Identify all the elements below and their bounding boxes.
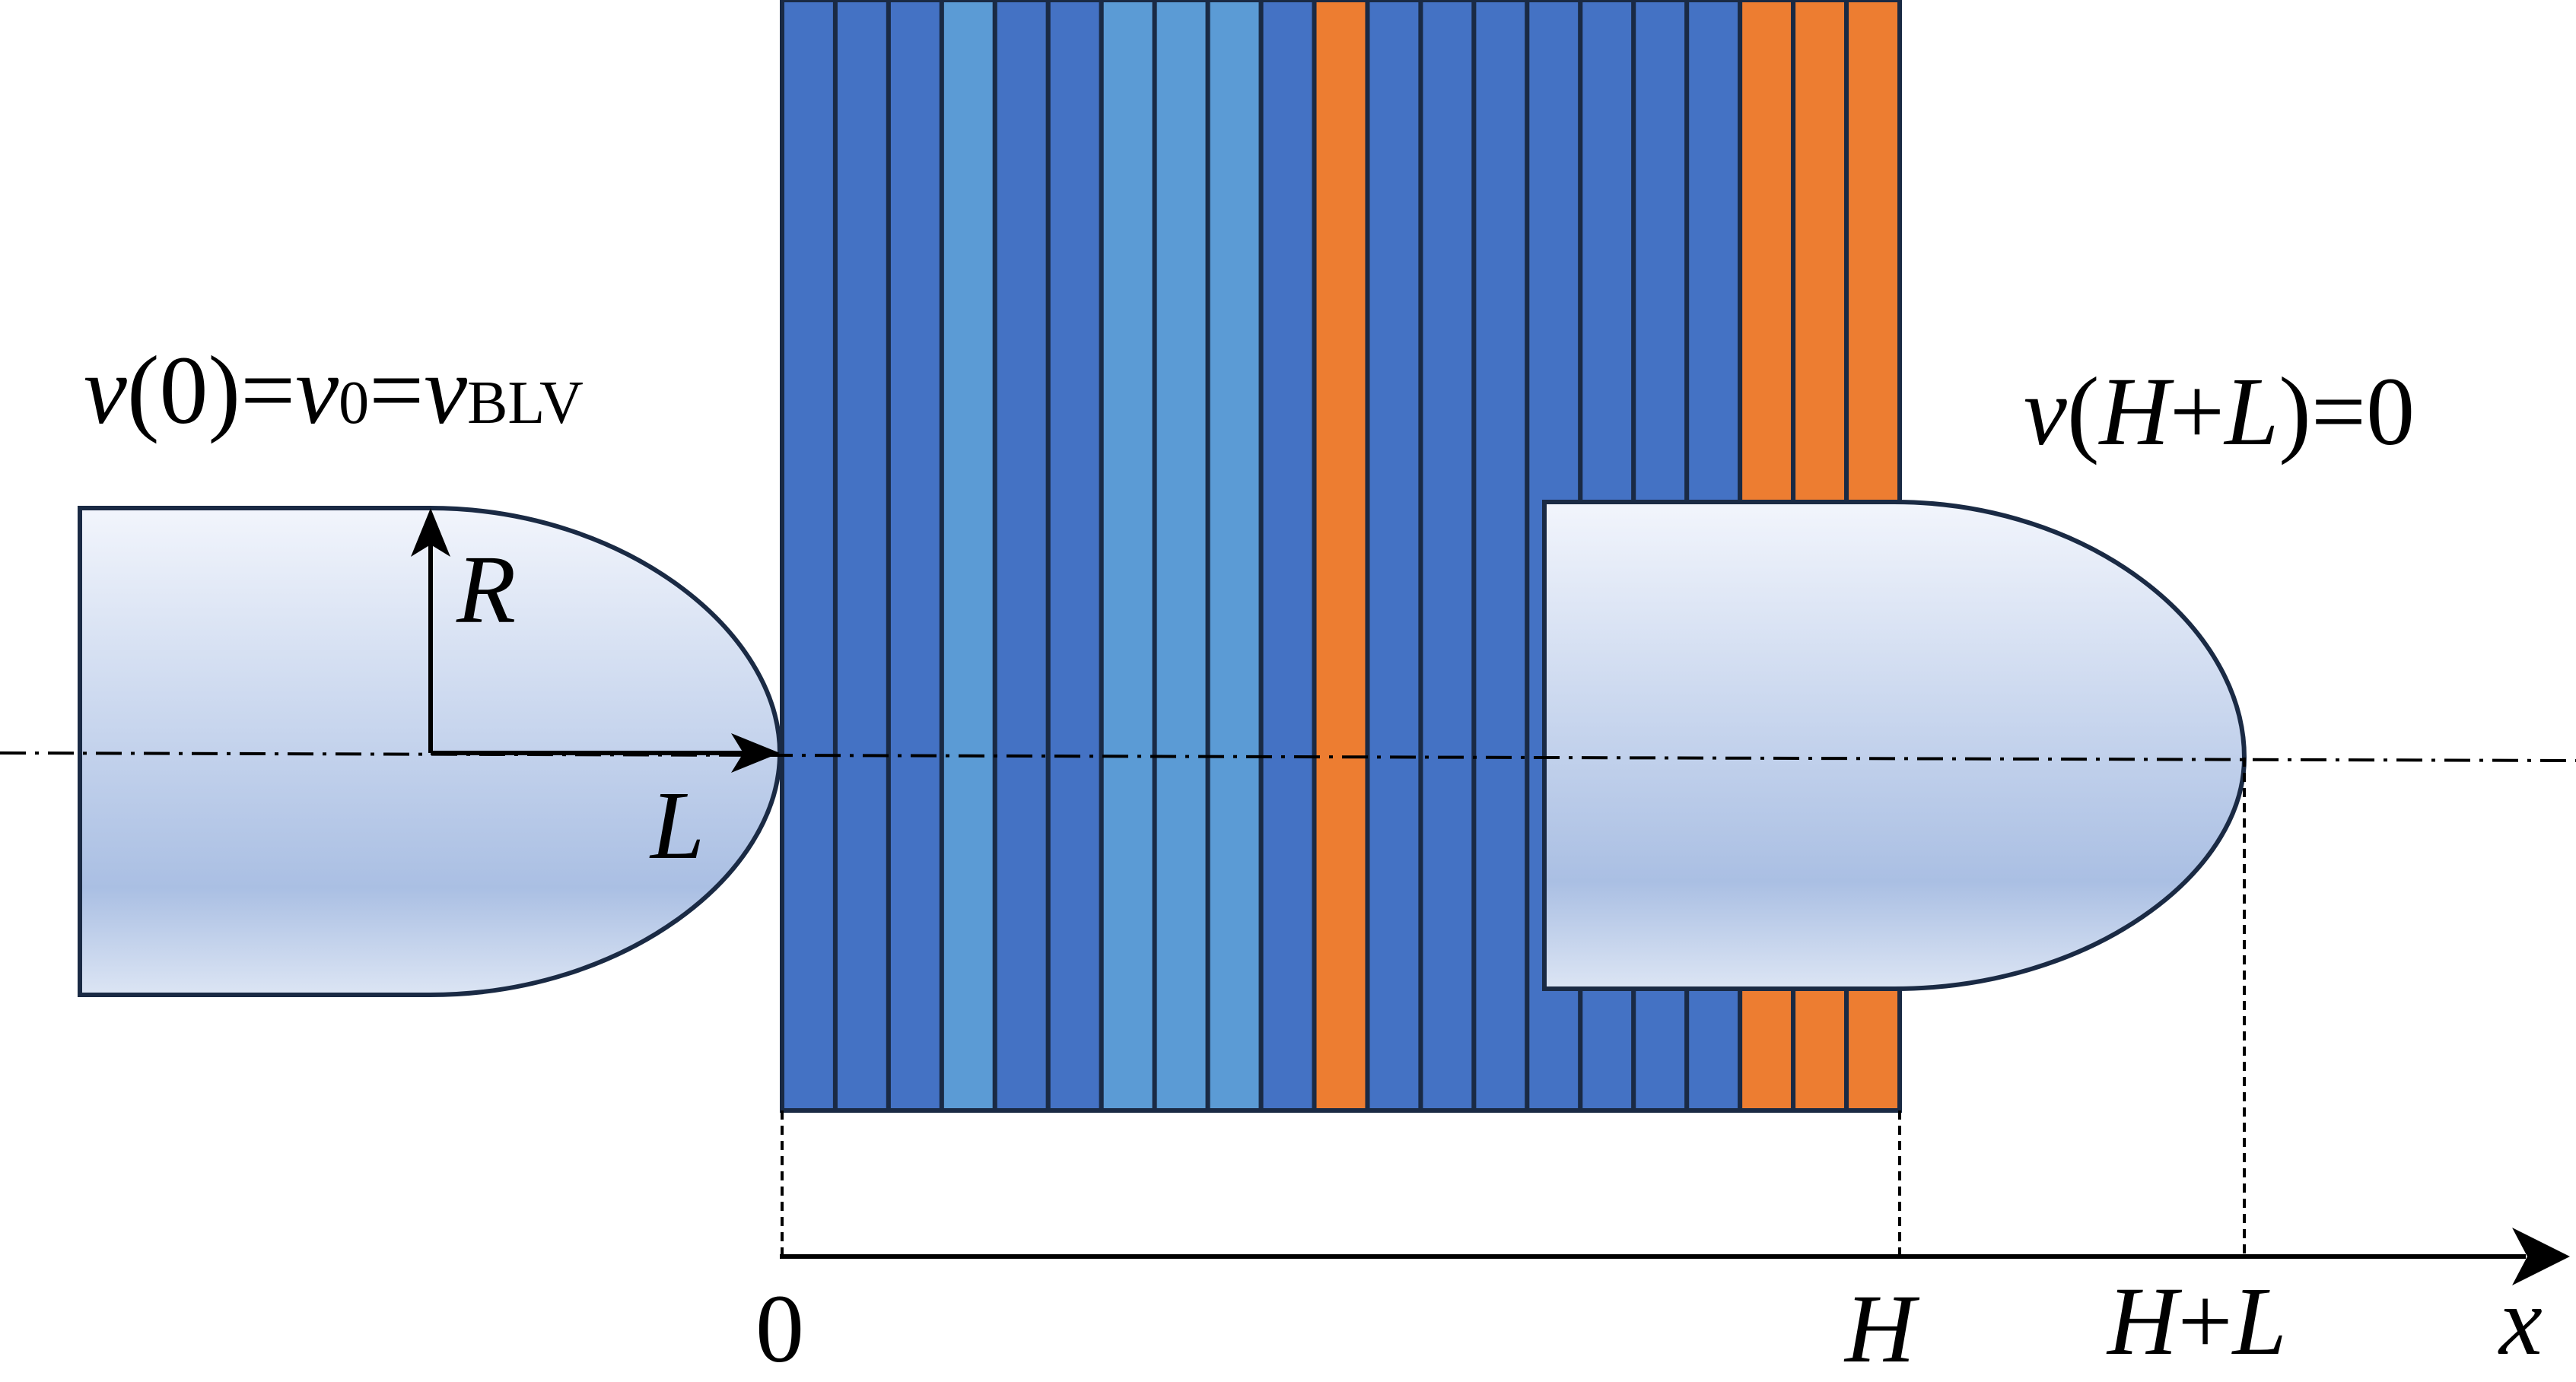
target-layer-dark [1471, 0, 1530, 1113]
left-boundary-condition: v(0)=v0=vBLV [84, 336, 584, 444]
target-layer-dark [1045, 0, 1104, 1113]
length-arrow [431, 733, 780, 773]
right-boundary-condition: v(H+L)=0 [2024, 357, 2415, 465]
axis-label-origin: 0 [755, 1275, 804, 1382]
radius-arrow [411, 508, 450, 753]
length-label: L [649, 771, 704, 879]
target-layer-light [1152, 0, 1210, 1113]
target-layer-light [939, 0, 997, 1113]
target-layer-dark [780, 0, 838, 1113]
target-layer-light [1205, 0, 1264, 1113]
target-layer-orange [1312, 0, 1370, 1113]
axis-label-x: x [2498, 1267, 2543, 1375]
target-layer-dark [1418, 0, 1477, 1113]
x-axis [780, 1228, 2570, 1285]
axis-label-H-plus-L: H+L [2106, 1267, 2287, 1375]
symmetry-axis-line [0, 751, 2576, 762]
target-layer-light [1099, 0, 1157, 1113]
radius-label: R [456, 535, 516, 643]
axis-label-H: H [1843, 1275, 1920, 1382]
projectile-final [1542, 500, 2247, 991]
target-layer-dark [886, 0, 944, 1113]
target-layer-dark [1365, 0, 1423, 1113]
target-layer-dark [832, 0, 891, 1113]
target-layer-dark [1258, 0, 1317, 1113]
target-layer-dark [992, 0, 1051, 1113]
